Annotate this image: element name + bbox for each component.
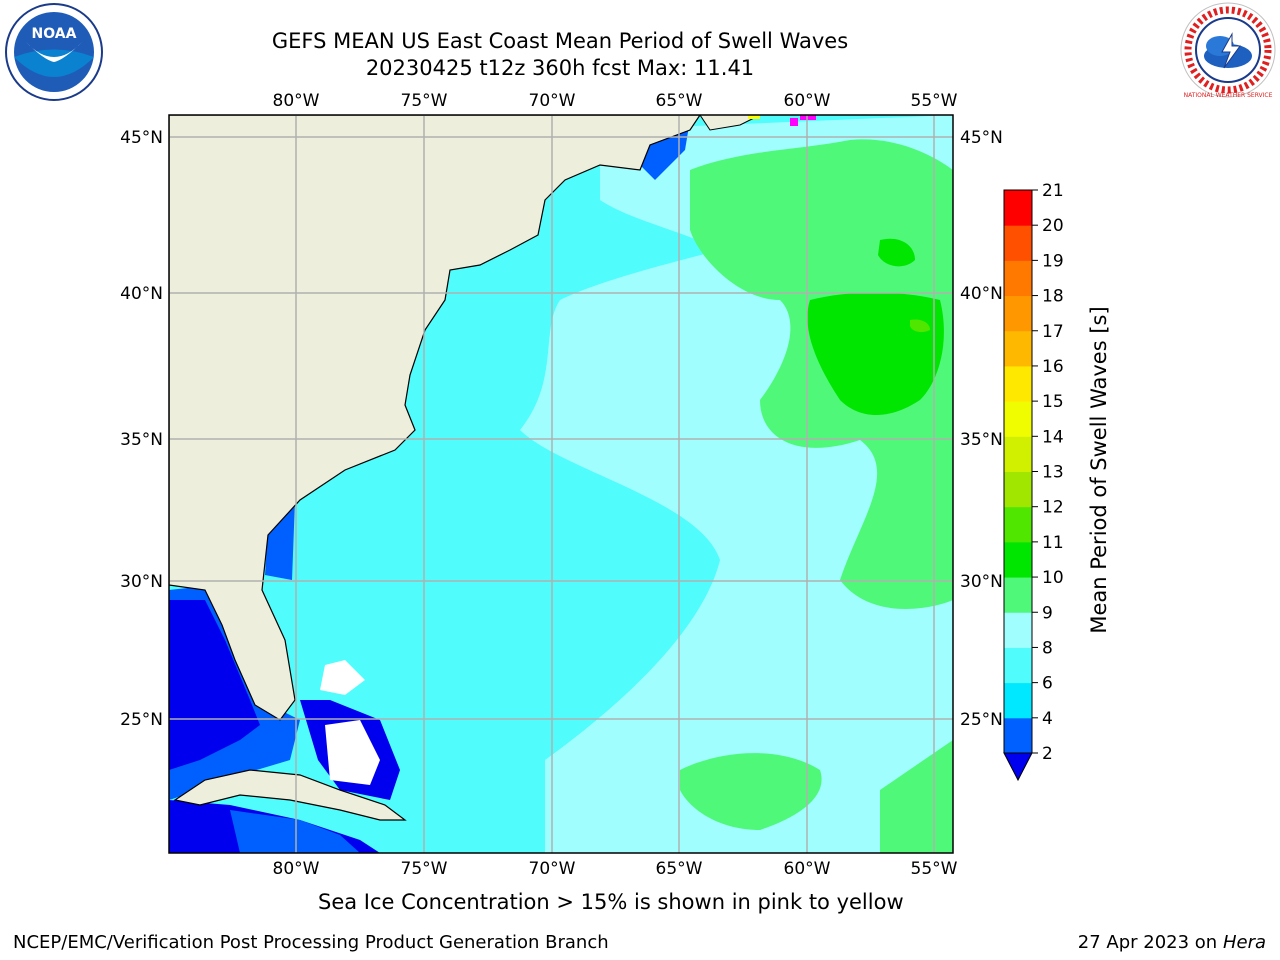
colorbar-segment — [1004, 401, 1032, 437]
colorbar-tick-label: 18 — [1042, 287, 1064, 307]
colorbar-segment — [1004, 260, 1032, 297]
colorbar-tick-label: 6 — [1042, 674, 1053, 694]
lon-label-bottom: 65°W — [656, 859, 703, 879]
colorbar-segment — [1004, 190, 1032, 226]
colorbar-segment — [1004, 612, 1032, 648]
colorbar-tick-label: 17 — [1042, 322, 1064, 342]
nws-logo-text: NATIONAL WEATHER SERVICE — [1184, 92, 1273, 99]
colorbar-segment — [1004, 225, 1032, 261]
footer-date: 27 Apr 2023 on Hera — [1078, 932, 1266, 953]
footer-credit: NCEP/EMC/Verification Post Processing Pr… — [13, 932, 609, 953]
cuba — [173, 769, 407, 821]
colorbar-tick-label: 9 — [1042, 603, 1053, 623]
lon-label-bottom: 75°W — [401, 859, 448, 879]
colorbar-tick-label: 16 — [1042, 357, 1064, 377]
colorbar — [1003, 189, 1033, 782]
colorbar-segment — [1004, 541, 1032, 578]
lat-label-left: 40°N — [120, 284, 163, 304]
colorbar-segment — [1004, 682, 1032, 719]
colorbar-tick-label: 13 — [1042, 463, 1064, 483]
colorbar-segment — [1004, 436, 1032, 472]
map-subtitle: 20230425 t12z 360h fcst Max: 11.41 — [365, 56, 755, 80]
colorbar-tick-label: 21 — [1042, 181, 1064, 201]
lon-label-top: 55°W — [911, 91, 958, 111]
map-frame — [168, 114, 954, 854]
colorbar-ticks: 2 4 6 8 9 10 11 12 13 14 15 16 17 18 19 20 21 — [1032, 181, 1064, 764]
colorbar-segment — [1004, 577, 1032, 613]
lon-label-top: 65°W — [656, 91, 703, 111]
colorbar-segment — [1004, 295, 1032, 332]
colorbar-segment — [1004, 506, 1032, 543]
map-title: GEFS MEAN US East Coast Mean Period of S… — [271, 29, 849, 53]
colorbar-tick-label: 8 — [1042, 638, 1053, 658]
lat-label-left: 35°N — [120, 430, 163, 450]
lon-label-bottom: 70°W — [529, 859, 576, 879]
lat-label-right: 35°N — [960, 430, 1003, 450]
lat-label-right: 25°N — [960, 710, 1003, 730]
lon-label-bottom: 80°W — [273, 859, 320, 879]
colorbar-segment — [1004, 330, 1032, 367]
colorbar-tick-label: 11 — [1042, 533, 1064, 553]
map-gridlines — [169, 115, 953, 853]
colorbar-segment — [1004, 647, 1032, 684]
colorbar-segment — [1004, 471, 1032, 508]
lon-label-top: 75°W — [401, 91, 448, 111]
colorbar-tick-label: 14 — [1042, 427, 1064, 447]
footer-date-text: 27 Apr 2023 on — [1077, 932, 1223, 953]
lon-label-top: 60°W — [784, 91, 831, 111]
colorbar-tick-label: 20 — [1042, 216, 1064, 236]
colorbar-segment — [1004, 365, 1032, 402]
colorbar-segment — [1004, 717, 1032, 754]
us-landmass — [169, 115, 701, 721]
lat-label-right: 45°N — [960, 128, 1003, 148]
ocean-zone-10-11 — [807, 292, 944, 415]
lat-label-left: 25°N — [120, 710, 163, 730]
sea-ice-note: Sea Ice Concentration > 15% is shown in … — [318, 890, 904, 914]
lat-label-right: 30°N — [960, 572, 1003, 592]
lat-label-left: 45°N — [120, 128, 163, 148]
colorbar-tick-label: 4 — [1042, 709, 1053, 729]
colorbar-tick-label: 19 — [1042, 251, 1064, 271]
lon-label-bottom: 60°W — [784, 859, 831, 879]
colorbar-tick-label: 15 — [1042, 392, 1064, 412]
lon-label-top: 80°W — [273, 91, 320, 111]
noaa-logo-text: NOAA — [32, 26, 77, 42]
lon-label-top: 70°W — [529, 91, 576, 111]
footer-host: Hera — [1222, 932, 1266, 953]
lat-label-right: 40°N — [960, 284, 1003, 304]
colorbar-extend-arrow — [1003, 752, 1033, 782]
lat-label-left: 30°N — [120, 572, 163, 592]
sea-ice-patch — [790, 118, 798, 126]
noaa-logo: NOAA — [5, 3, 103, 101]
colorbar-label: Mean Period of Swell Waves [s] — [1087, 306, 1111, 633]
nws-logo: NATIONAL WEATHER SERVICE — [1180, 2, 1276, 99]
colorbar-tick-label: 2 — [1042, 744, 1053, 764]
lon-label-bottom: 55°W — [911, 859, 958, 879]
colorbar-tick-label: 10 — [1042, 568, 1064, 588]
colorbar-tick-label: 12 — [1042, 498, 1064, 518]
